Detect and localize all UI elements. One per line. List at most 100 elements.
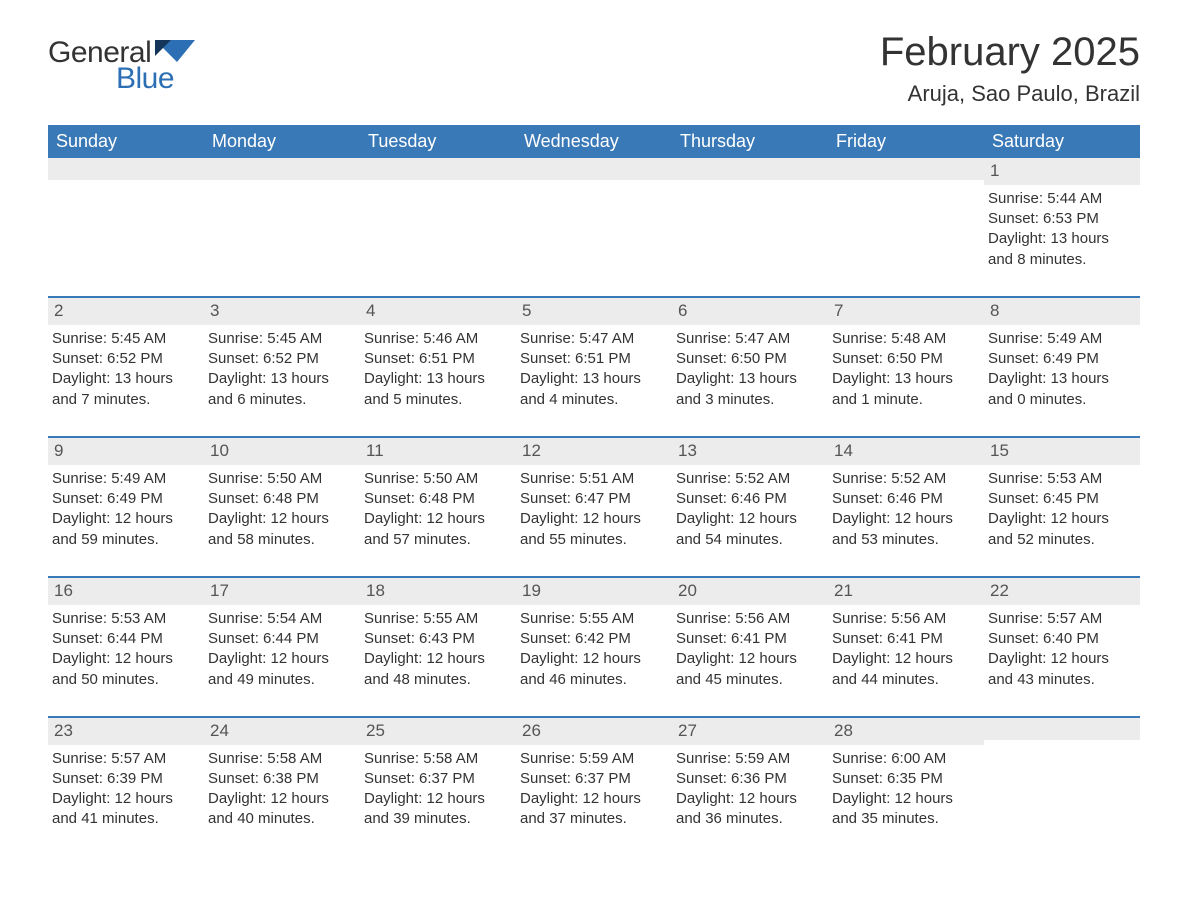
day-number: 24 [210, 721, 229, 740]
day-number: 9 [54, 441, 63, 460]
day-number-row: 25 [360, 718, 516, 745]
day-number-row: 10 [204, 438, 360, 465]
sunrise-text: Sunrise: 5:47 AM [520, 329, 666, 349]
sunrise-text: Sunrise: 5:56 AM [832, 609, 978, 629]
day-number-row: 27 [672, 718, 828, 745]
sunset-text: Sunset: 6:38 PM [208, 769, 354, 789]
daylight-text: Daylight: 12 hours and 58 minutes. [208, 509, 354, 550]
sunrise-text: Sunrise: 5:46 AM [364, 329, 510, 349]
day-number-row: 9 [48, 438, 204, 465]
day-number-row: 21 [828, 578, 984, 605]
day-number: 19 [522, 581, 541, 600]
day-number-row [984, 718, 1140, 740]
sunset-text: Sunset: 6:40 PM [988, 629, 1134, 649]
day-number-row [360, 158, 516, 180]
day-number-row: 18 [360, 578, 516, 605]
daylight-text: Daylight: 12 hours and 52 minutes. [988, 509, 1134, 550]
calendar-cell: 1Sunrise: 5:44 AMSunset: 6:53 PMDaylight… [984, 158, 1140, 274]
calendar-cell: 23Sunrise: 5:57 AMSunset: 6:39 PMDayligh… [48, 718, 204, 834]
sunrise-text: Sunrise: 5:50 AM [364, 469, 510, 489]
calendar-cell: 21 Sunrise: 5:56 AMSunset: 6:41 PMDayligh… [828, 578, 984, 694]
sunset-text: Sunset: 6:44 PM [208, 629, 354, 649]
day-number: 22 [990, 581, 1009, 600]
day-number-row: 20 [672, 578, 828, 605]
daylight-text: Daylight: 12 hours and 46 minutes. [520, 649, 666, 690]
day-number: 1 [990, 161, 999, 180]
sunset-text: Sunset: 6:43 PM [364, 629, 510, 649]
sunrise-text: Sunrise: 6:00 AM [832, 749, 978, 769]
weekday-header: Saturday [984, 125, 1140, 158]
day-number-row: 5 [516, 298, 672, 325]
day-number-row: 3 [204, 298, 360, 325]
sunset-text: Sunset: 6:50 PM [832, 349, 978, 369]
calendar-week: 1Sunrise: 5:44 AMSunset: 6:53 PMDaylight… [48, 158, 1140, 274]
day-number: 20 [678, 581, 697, 600]
day-number-row: 16 [48, 578, 204, 605]
sunrise-text: Sunrise: 5:49 AM [988, 329, 1134, 349]
calendar-cell [516, 158, 672, 274]
day-number: 4 [366, 301, 375, 320]
calendar-cell: 9 Sunrise: 5:49 AMSunset: 6:49 PMDaylight… [48, 438, 204, 554]
daylight-text: Daylight: 13 hours and 7 minutes. [52, 369, 198, 410]
sunset-text: Sunset: 6:48 PM [208, 489, 354, 509]
sunset-text: Sunset: 6:52 PM [208, 349, 354, 369]
day-number-row [828, 158, 984, 180]
day-number-row: 12 [516, 438, 672, 465]
sunrise-text: Sunrise: 5:51 AM [520, 469, 666, 489]
sunrise-text: Sunrise: 5:48 AM [832, 329, 978, 349]
daylight-text: Daylight: 12 hours and 59 minutes. [52, 509, 198, 550]
sunrise-text: Sunrise: 5:52 AM [676, 469, 822, 489]
sunset-text: Sunset: 6:36 PM [676, 769, 822, 789]
sunset-text: Sunset: 6:42 PM [520, 629, 666, 649]
day-number-row [516, 158, 672, 180]
day-number-row: 6 [672, 298, 828, 325]
calendar-cell: 3Sunrise: 5:45 AMSunset: 6:52 PMDaylight… [204, 298, 360, 414]
calendar-week: 9Sunrise: 5:49 AMSunset: 6:49 PMDaylight… [48, 436, 1140, 554]
calendar-cell: 11Sunrise: 5:50 AMSunset: 6:48 PMDayligh… [360, 438, 516, 554]
sunset-text: Sunset: 6:51 PM [364, 349, 510, 369]
sunrise-text: Sunrise: 5:49 AM [52, 469, 198, 489]
day-number: 14 [834, 441, 853, 460]
calendar-cell: 12Sunrise: 5:51 AMSunset: 6:47 PMDayligh… [516, 438, 672, 554]
day-number: 12 [522, 441, 541, 460]
page-header: General Blue February 2025 Aruja, Sao Pa… [48, 30, 1140, 107]
day-number: 17 [210, 581, 229, 600]
calendar-cell: 19Sunrise: 5:55 AMSunset: 6:42 PMDayligh… [516, 578, 672, 694]
daylight-text: Daylight: 12 hours and 53 minutes. [832, 509, 978, 550]
daylight-text: Daylight: 13 hours and 8 minutes. [988, 229, 1134, 270]
day-number-row: 11 [360, 438, 516, 465]
day-number-row: 4 [360, 298, 516, 325]
day-number-row [204, 158, 360, 180]
day-number: 18 [366, 581, 385, 600]
sunrise-text: Sunrise: 5:50 AM [208, 469, 354, 489]
calendar-cell: 25Sunrise: 5:58 AMSunset: 6:37 PMDayligh… [360, 718, 516, 834]
day-number-row: 17 [204, 578, 360, 605]
weekday-header: Thursday [672, 125, 828, 158]
sunset-text: Sunset: 6:41 PM [832, 629, 978, 649]
daylight-text: Daylight: 13 hours and 3 minutes. [676, 369, 822, 410]
day-number: 6 [678, 301, 687, 320]
sunrise-text: Sunrise: 5:54 AM [208, 609, 354, 629]
sunset-text: Sunset: 6:35 PM [832, 769, 978, 789]
calendar-cell: 13Sunrise: 5:52 AMSunset: 6:46 PMDayligh… [672, 438, 828, 554]
daylight-text: Daylight: 12 hours and 44 minutes. [832, 649, 978, 690]
day-number: 8 [990, 301, 999, 320]
sunset-text: Sunset: 6:51 PM [520, 349, 666, 369]
calendar-cell: 26Sunrise: 5:59 AMSunset: 6:37 PMDayligh… [516, 718, 672, 834]
sunset-text: Sunset: 6:41 PM [676, 629, 822, 649]
daylight-text: Daylight: 13 hours and 0 minutes. [988, 369, 1134, 410]
sunset-text: Sunset: 6:49 PM [52, 489, 198, 509]
day-number-row [48, 158, 204, 180]
calendar-week: 23Sunrise: 5:57 AMSunset: 6:39 PMDayligh… [48, 716, 1140, 834]
calendar-cell: 24Sunrise: 5:58 AMSunset: 6:38 PMDayligh… [204, 718, 360, 834]
calendar-cell [204, 158, 360, 274]
calendar-cell: 8Sunrise: 5:49 AMSunset: 6:49 PMDaylight… [984, 298, 1140, 414]
calendar-cell: 2Sunrise: 5:45 AMSunset: 6:52 PMDaylight… [48, 298, 204, 414]
day-number-row: 8 [984, 298, 1140, 325]
day-number: 15 [990, 441, 1009, 460]
day-number-row: 24 [204, 718, 360, 745]
sunrise-text: Sunrise: 5:59 AM [676, 749, 822, 769]
calendar-week: 16Sunrise: 5:53 AMSunset: 6:44 PMDayligh… [48, 576, 1140, 694]
sunset-text: Sunset: 6:46 PM [832, 489, 978, 509]
daylight-text: Daylight: 12 hours and 57 minutes. [364, 509, 510, 550]
